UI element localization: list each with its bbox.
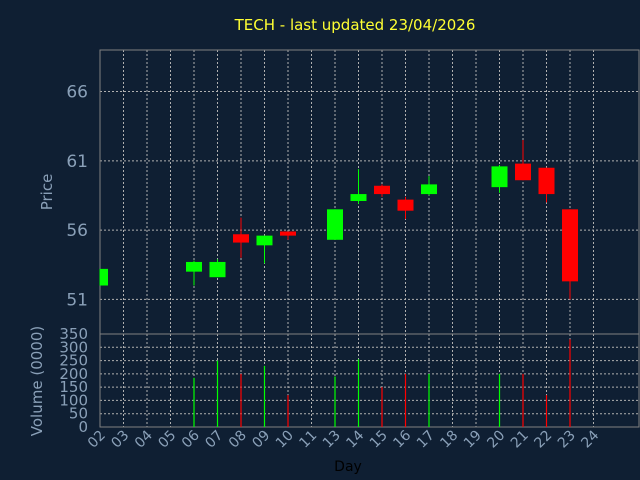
- price-panel: 51 56 61 66 Price: [38, 49, 640, 335]
- candle-23: [562, 209, 578, 300]
- candle-21: [515, 140, 531, 181]
- candle-body: [562, 209, 578, 282]
- chart-title: TECH - last updated 23/04/2026: [234, 16, 476, 34]
- candlestick-series: [99, 140, 578, 300]
- volume-axis-label: Volume (0000): [28, 326, 46, 436]
- x-tick-label: 24: [578, 427, 602, 451]
- volume-tick-label: 0: [78, 418, 88, 436]
- x-axis-label: Day: [334, 459, 362, 475]
- candle-13: [327, 209, 343, 240]
- x-tick-label: 02: [85, 428, 109, 452]
- x-tick-label: 13: [320, 428, 344, 452]
- price-gridlines: [100, 50, 639, 334]
- volume-tick-label: 50: [69, 405, 88, 423]
- x-tick-label: 08: [226, 428, 250, 452]
- candle-06: [186, 260, 202, 286]
- volume-tick-label: 250: [59, 352, 88, 370]
- price-axis-label: Price: [38, 174, 56, 211]
- x-tick-label: 19: [461, 428, 485, 452]
- candle-14: [350, 169, 367, 204]
- x-tick-label: 04: [132, 427, 156, 451]
- candle-body: [515, 163, 531, 181]
- price-tick-label: 51: [66, 290, 88, 310]
- candle-body: [374, 185, 390, 195]
- x-tick-label: 10: [273, 428, 297, 452]
- x-tick-label: 23: [555, 428, 579, 452]
- x-tick-label: 17: [414, 428, 438, 452]
- candle-body: [538, 167, 555, 195]
- volume-tick-label: 350: [59, 325, 88, 343]
- candle-body: [350, 194, 367, 202]
- candle-17: [421, 176, 437, 196]
- volume-plot-frame: [99, 333, 640, 428]
- volume-bar-series: [193, 339, 571, 427]
- volume-tick-label: 150: [59, 378, 88, 396]
- x-tick-label: 20: [484, 428, 508, 452]
- x-tick-label: 09: [249, 428, 273, 452]
- x-tick-label: 16: [390, 427, 414, 451]
- price-tick-label: 56: [66, 221, 88, 241]
- candle-02: [99, 268, 108, 286]
- candle-body: [256, 235, 273, 246]
- candle-16: [397, 196, 414, 220]
- price-y-axis-ticks: 51 56 61 66: [66, 83, 88, 311]
- price-plot-frame: [99, 49, 640, 335]
- x-tick-label: 14: [343, 427, 367, 451]
- price-tick-label: 66: [66, 83, 88, 103]
- x-axis-ticks: 02 03 04 05 06 07 08 09 10 11 13 14 15 16 17 18 19 20 21 22…: [85, 427, 602, 451]
- candle-10: [280, 231, 296, 240]
- x-tick-label: 22: [531, 428, 555, 452]
- volume-gridlines: [100, 334, 639, 427]
- candle-body: [186, 261, 202, 272]
- volume-tick-label: 100: [59, 391, 88, 409]
- candle-body: [327, 209, 343, 240]
- candle-07: [209, 259, 226, 278]
- candle-08: [233, 217, 249, 258]
- candle-09: [256, 235, 273, 264]
- candle-body: [100, 268, 108, 286]
- x-tick-label: 11: [296, 428, 320, 452]
- x-tick-label: 18: [437, 428, 461, 452]
- volume-tick-label: 200: [59, 365, 88, 383]
- candle-body: [491, 166, 508, 188]
- candle-body: [280, 231, 296, 236]
- x-tick-label: 15: [367, 428, 391, 452]
- candle-body: [209, 261, 226, 278]
- candle-22: [538, 167, 555, 203]
- volume-tick-label: 300: [59, 338, 88, 356]
- candle-body: [397, 199, 414, 211]
- candle-body: [421, 184, 437, 195]
- price-tick-label: 61: [66, 152, 88, 172]
- x-tick-label: 21: [508, 428, 532, 452]
- candle-20: [491, 164, 508, 193]
- candle-15: [374, 184, 390, 197]
- x-tick-label: 07: [202, 428, 226, 452]
- x-tick-label: 03: [108, 428, 132, 452]
- x-tick-label: 05: [155, 428, 179, 452]
- x-tick-label: 06: [179, 427, 203, 451]
- candle-body: [233, 234, 249, 243]
